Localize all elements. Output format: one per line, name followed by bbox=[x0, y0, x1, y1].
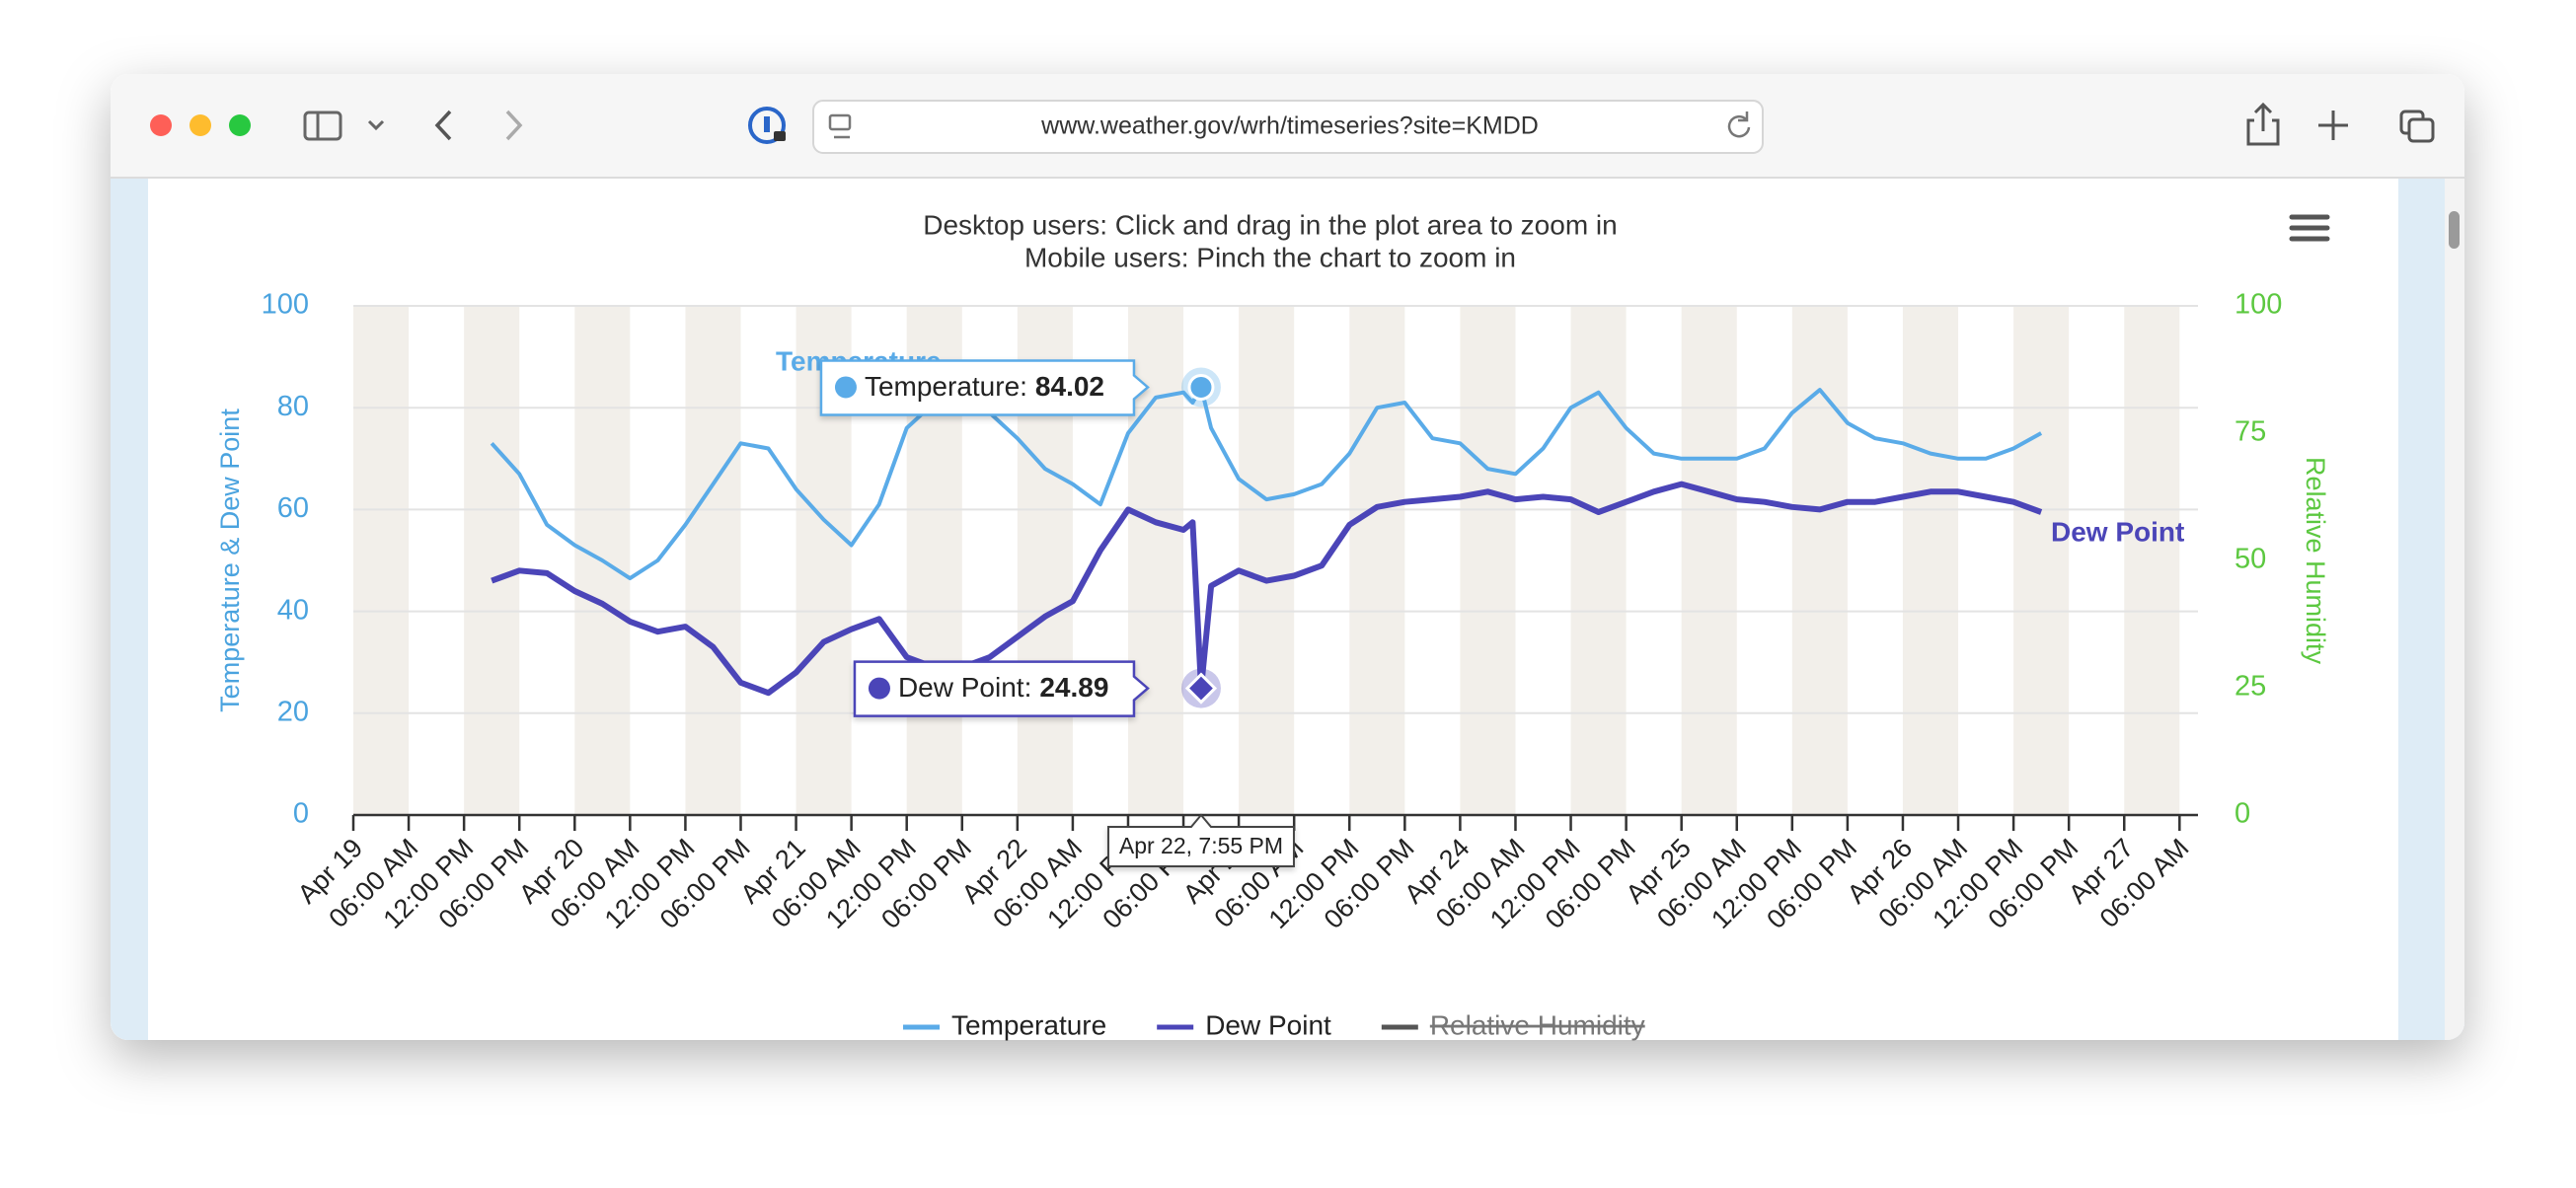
legend-label[interactable]: Dew Point bbox=[1205, 1009, 1331, 1040]
tooltip-swatch bbox=[868, 677, 890, 700]
tab-group-menu[interactable] bbox=[367, 119, 385, 131]
y2-tick-label: 50 bbox=[2235, 544, 2266, 575]
y2-tick-label: 0 bbox=[2235, 798, 2250, 830]
y-tick-label: 40 bbox=[277, 594, 309, 626]
reload-button[interactable] bbox=[1727, 111, 1751, 138]
y-tick-label: 20 bbox=[277, 696, 309, 727]
y-tick-label: 80 bbox=[277, 391, 309, 422]
tooltip-box bbox=[853, 660, 1150, 717]
legend-label[interactable]: Temperature bbox=[951, 1009, 1106, 1040]
background-band bbox=[464, 306, 520, 815]
hover-marker bbox=[1184, 672, 1218, 705]
tab-overview-button[interactable] bbox=[2399, 110, 2435, 143]
reader-icon[interactable] bbox=[828, 113, 852, 139]
y2-axis-title: Relative Humidity bbox=[2301, 457, 2330, 665]
y-tick-label: 100 bbox=[262, 289, 309, 321]
series-line bbox=[491, 481, 2043, 697]
y2-tick-label: 75 bbox=[2235, 416, 2266, 448]
background-band bbox=[1349, 306, 1405, 815]
menu-button[interactable] bbox=[2289, 214, 2330, 242]
background-band bbox=[1239, 306, 1295, 815]
background-band bbox=[353, 306, 410, 815]
back-button[interactable] bbox=[434, 110, 452, 141]
tooltip-swatch bbox=[834, 376, 857, 399]
background-band bbox=[2013, 306, 2070, 815]
tooltip-box bbox=[819, 359, 1150, 416]
new-tab-button[interactable] bbox=[2318, 111, 2348, 140]
zoom-button[interactable] bbox=[229, 114, 251, 136]
tooltip-time: Apr 22, 7:55 PM bbox=[1119, 833, 1283, 858]
legend-label[interactable]: Relative Humidity bbox=[1430, 1009, 1645, 1040]
sidebar-button[interactable] bbox=[303, 111, 342, 141]
password-icon[interactable] bbox=[748, 107, 786, 144]
background-band bbox=[685, 306, 741, 815]
share-button[interactable] bbox=[2246, 102, 2280, 146]
background-band bbox=[1902, 306, 1959, 815]
background-band bbox=[1460, 306, 1516, 815]
tooltip-value: 84.02 bbox=[1035, 371, 1104, 402]
series-line bbox=[490, 385, 2043, 581]
y2-tick-label: 25 bbox=[2235, 671, 2266, 703]
tooltip-label: Dew Point: bbox=[898, 672, 1031, 703]
y-tick-label: 60 bbox=[277, 492, 309, 524]
minimize-button[interactable] bbox=[189, 114, 211, 136]
close-button[interactable] bbox=[150, 114, 172, 136]
tooltip-box bbox=[1106, 813, 1295, 867]
background-band bbox=[1681, 306, 1737, 815]
chart-subtitle: Desktop users: Click and drag in the plo… bbox=[923, 209, 1617, 240]
y2-tick-label: 100 bbox=[2235, 289, 2282, 321]
background-band bbox=[2124, 306, 2180, 815]
background-band bbox=[1570, 306, 1627, 815]
y-axis-title: Temperature & Dew Point bbox=[215, 408, 245, 712]
background-band bbox=[1791, 306, 1848, 815]
series-label: Dew Point bbox=[2051, 516, 2184, 547]
y-tick-label: 0 bbox=[293, 798, 309, 830]
page-margin bbox=[111, 179, 148, 1040]
address-bar[interactable] bbox=[812, 100, 1764, 154]
url: www.weather.gov/wrh/timeseries?site=KMDD bbox=[1040, 112, 1539, 140]
tooltip-value: 24.89 bbox=[1039, 672, 1108, 703]
hover-marker bbox=[1187, 373, 1215, 401]
chart-subtitle: Mobile users: Pinch the chart to zoom in bbox=[1024, 242, 1516, 272]
tooltip-label: Temperature: bbox=[865, 371, 1027, 402]
scrollbar[interactable] bbox=[2449, 211, 2460, 249]
forward-button[interactable] bbox=[505, 110, 523, 141]
